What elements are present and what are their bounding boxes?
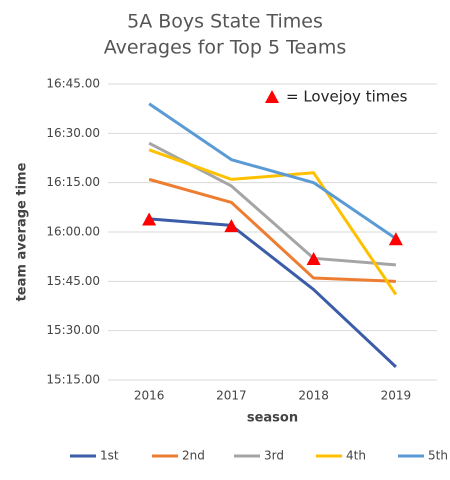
- lovejoy-marker: [142, 212, 157, 226]
- chart-title: Averages for Top 5 Teams: [104, 37, 346, 59]
- legend-label: 3rd: [264, 449, 284, 463]
- x-tick-label: 2018: [298, 389, 329, 403]
- x-tick-label: 2017: [216, 389, 247, 403]
- y-tick-label: 16:45.00: [46, 77, 100, 91]
- legend-label: 5th: [428, 449, 448, 463]
- y-tick-label: 16:30.00: [46, 126, 100, 140]
- series-line: [148, 102, 397, 240]
- y-axis-label: team average time: [15, 162, 30, 301]
- y-tick-label: 16:15.00: [46, 175, 100, 189]
- series-line: [148, 148, 398, 296]
- y-tick-label: 15:15.00: [46, 373, 100, 387]
- series-line: [148, 177, 396, 283]
- x-tick-label: 2016: [134, 389, 165, 403]
- y-tick-label: 15:30.00: [46, 323, 100, 337]
- y-tick-label: 15:45.00: [46, 274, 100, 288]
- lovejoy-marker: [306, 251, 321, 265]
- marker-legend-label: = Lovejoy times: [286, 88, 408, 106]
- y-tick-label: 16:00.00: [46, 225, 100, 239]
- legend-label: 1st: [100, 449, 119, 463]
- lovejoy-marker: [224, 219, 239, 233]
- legend-label: 4th: [346, 449, 366, 463]
- x-tick-label: 2019: [381, 389, 412, 403]
- x-axis-label: season: [247, 411, 298, 426]
- legend-label: 2nd: [182, 449, 205, 463]
- chart-title: 5A Boys State Times: [127, 11, 323, 33]
- marker-legend-symbol: [265, 90, 279, 103]
- series-line: [149, 217, 397, 368]
- lovejoy-marker: [388, 232, 403, 246]
